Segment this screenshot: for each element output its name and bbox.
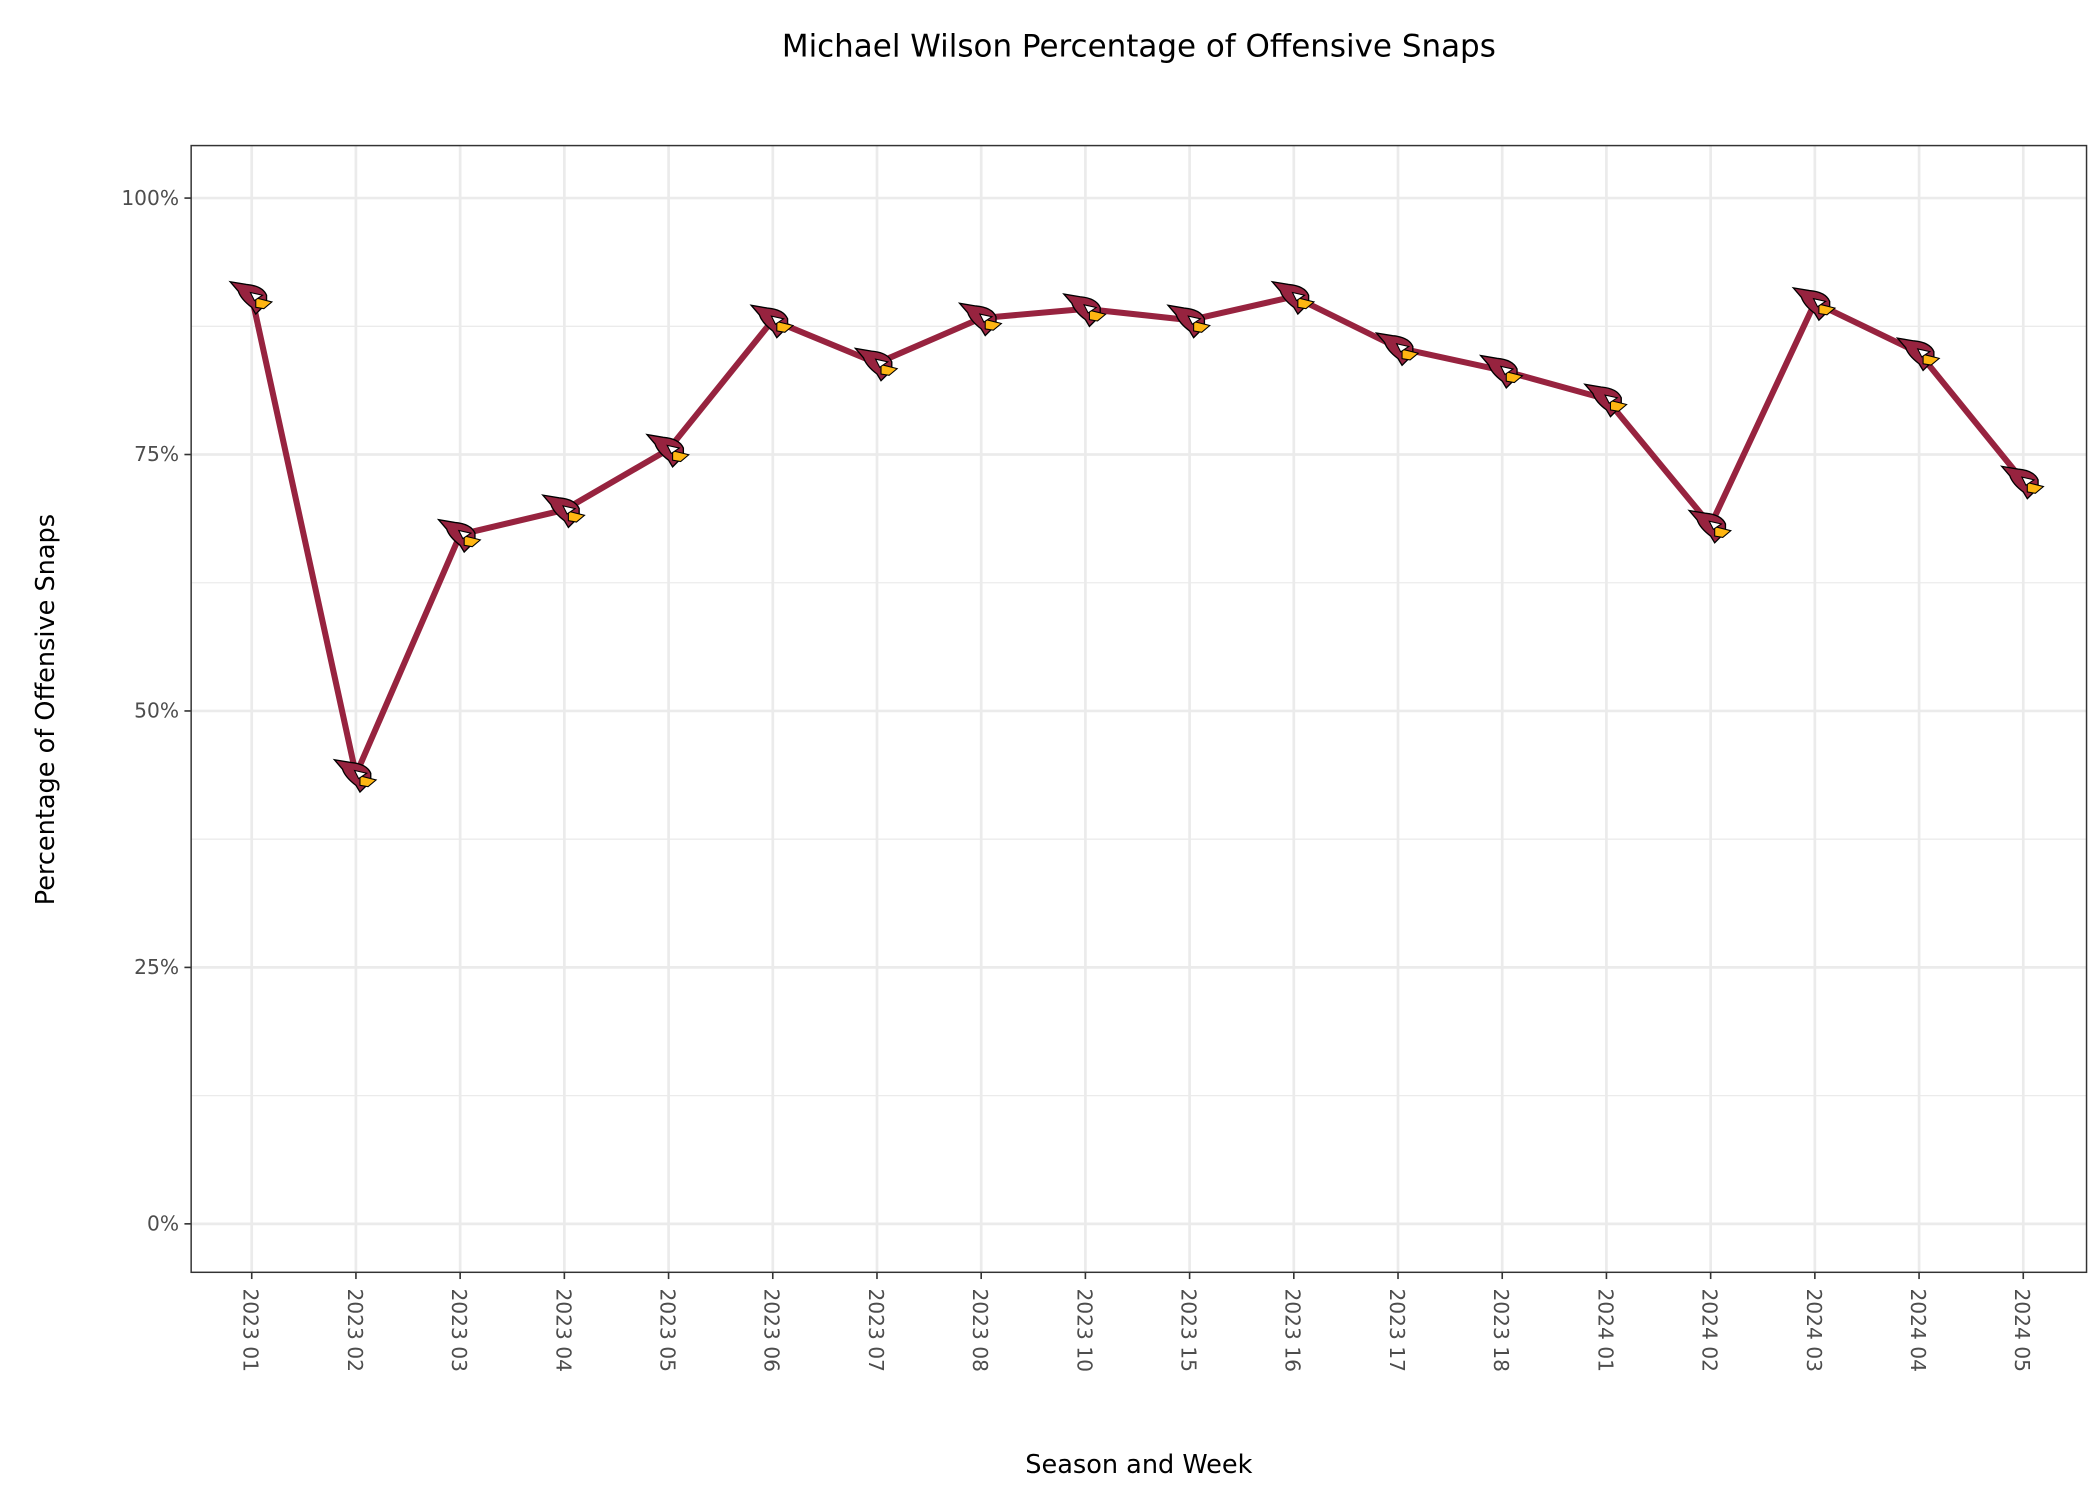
cardinals-logo-marker bbox=[853, 347, 899, 382]
x-tick-label: 2024 02 bbox=[1698, 1288, 1722, 1371]
cardinal-head-icon bbox=[1687, 509, 1727, 544]
cardinals-logo-marker bbox=[332, 758, 378, 794]
cardinal-eye-icon bbox=[1499, 365, 1515, 376]
cardinals-logo-marker bbox=[228, 280, 274, 316]
y-tick-label: 75% bbox=[134, 442, 179, 466]
cardinals-logo-marker bbox=[957, 302, 1003, 337]
cardinal-head-icon bbox=[332, 758, 372, 794]
cardinal-beak-icon bbox=[672, 450, 690, 463]
cardinals-logo-marker bbox=[436, 518, 482, 554]
cardinals-logo-marker bbox=[2000, 465, 2045, 500]
cardinal-eye-icon bbox=[353, 769, 369, 780]
cardinal-head-icon bbox=[2000, 465, 2039, 500]
x-tick-label: 2023 01 bbox=[239, 1288, 263, 1371]
y-tick-label: 0% bbox=[147, 1212, 179, 1236]
cardinals-logo-marker bbox=[1791, 286, 1837, 322]
x-tick-label: 2023 06 bbox=[760, 1288, 784, 1371]
x-tick-label: 2023 15 bbox=[1177, 1288, 1201, 1371]
cardinal-eye-icon bbox=[1916, 348, 1932, 358]
y-tick-label: 100% bbox=[121, 186, 179, 210]
cardinals-logo-marker bbox=[1374, 332, 1420, 367]
cardinal-eye-icon bbox=[666, 444, 681, 455]
cardinal-beak-icon bbox=[880, 363, 899, 376]
cardinal-eye-icon bbox=[1708, 520, 1723, 531]
cardinal-beak-icon bbox=[567, 510, 586, 523]
cardinal-beak-icon bbox=[776, 320, 795, 333]
cardinals-logo-marker bbox=[1478, 354, 1524, 389]
series-line bbox=[228, 280, 2045, 794]
cardinal-head-icon bbox=[853, 347, 893, 382]
chart-title: Michael Wilson Percentage of Offensive S… bbox=[782, 29, 1496, 65]
cardinal-head-icon bbox=[1374, 332, 1414, 367]
cardinal-beak-icon bbox=[1609, 399, 1628, 412]
series-line-path bbox=[248, 293, 2026, 778]
cardinal-eye-icon bbox=[2020, 476, 2036, 487]
cardinals-logo-marker bbox=[541, 494, 586, 529]
x-axis-title: Season and Week bbox=[1025, 1450, 1252, 1480]
cardinals-logo-marker bbox=[1270, 280, 1316, 316]
cardinal-beak-icon bbox=[2026, 481, 2045, 494]
x-tick-label: 2023 08 bbox=[968, 1288, 992, 1371]
cardinal-head-icon bbox=[1895, 337, 1935, 372]
plot-panel-border bbox=[190, 144, 2088, 1274]
x-tick-label: 2023 05 bbox=[655, 1288, 679, 1371]
cardinal-beak-icon bbox=[984, 318, 1003, 331]
cardinal-beak-icon bbox=[1505, 371, 1524, 384]
x-tick-label: 2023 10 bbox=[1072, 1288, 1096, 1371]
cardinal-head-icon bbox=[749, 304, 789, 339]
x-tick-label: 2023 17 bbox=[1385, 1288, 1409, 1371]
x-tick-label: 2024 03 bbox=[1802, 1288, 1826, 1371]
cardinal-eye-icon bbox=[457, 529, 473, 540]
cardinal-beak-icon bbox=[1401, 348, 1420, 361]
y-axis: 0% 25% 50% 75% 100% bbox=[121, 186, 192, 1236]
grid bbox=[191, 145, 2087, 1273]
cardinal-beak-icon bbox=[255, 297, 274, 310]
cardinals-logo-marker bbox=[1583, 383, 1628, 418]
cardinal-head-icon bbox=[1166, 304, 1206, 339]
cardinal-eye-icon bbox=[562, 505, 577, 515]
cardinal-eye-icon bbox=[1812, 297, 1827, 308]
cardinal-head-icon bbox=[957, 302, 997, 337]
cardinals-logo-marker bbox=[749, 304, 795, 339]
y-axis-title: Percentage of Offensive Snaps bbox=[31, 514, 61, 905]
cardinal-eye-icon bbox=[1395, 343, 1411, 353]
x-axis: 2023 01 2023 02 2023 03 2023 04 2023 05 2023 … bbox=[239, 1272, 2034, 1372]
cardinals-logo-marker bbox=[1895, 337, 1941, 372]
cardinal-beak-icon bbox=[1193, 320, 1211, 333]
x-tick-label: 2024 01 bbox=[1593, 1288, 1617, 1371]
x-tick-label: 2023 07 bbox=[864, 1288, 888, 1371]
cardinal-beak-icon bbox=[1922, 353, 1941, 366]
cardinals-logo-marker bbox=[1687, 509, 1732, 544]
cardinal-eye-icon bbox=[770, 315, 785, 325]
cardinal-eye-icon bbox=[1604, 394, 1619, 404]
x-tick-label: 2024 05 bbox=[2010, 1288, 2034, 1371]
cardinals-logo-marker bbox=[645, 433, 690, 468]
cardinal-eye-icon bbox=[1083, 304, 1098, 314]
cardinal-head-icon bbox=[1583, 383, 1622, 418]
cardinal-eye-icon bbox=[249, 291, 264, 302]
cardinals-logo-marker bbox=[1062, 293, 1107, 328]
cardinal-eye-icon bbox=[1291, 291, 1306, 302]
x-tick-label: 2023 16 bbox=[1281, 1288, 1305, 1371]
y-tick-label: 50% bbox=[134, 699, 179, 723]
cardinal-beak-icon bbox=[1088, 309, 1107, 322]
cardinal-head-icon bbox=[228, 280, 268, 316]
cardinals-logo-marker bbox=[1166, 304, 1211, 339]
cardinal-head-icon bbox=[1478, 354, 1518, 389]
x-tick-label: 2023 02 bbox=[343, 1288, 367, 1371]
y-tick-label: 25% bbox=[134, 955, 179, 979]
cardinal-beak-icon bbox=[1714, 525, 1732, 538]
cardinal-eye-icon bbox=[874, 358, 890, 369]
x-tick-label: 2024 04 bbox=[1906, 1288, 1930, 1371]
cardinal-beak-icon bbox=[463, 535, 482, 548]
cardinal-eye-icon bbox=[1187, 315, 1202, 325]
cardinal-eye-icon bbox=[978, 313, 994, 323]
x-tick-label: 2023 03 bbox=[447, 1288, 471, 1371]
x-tick-label: 2023 18 bbox=[1489, 1288, 1513, 1371]
cardinal-beak-icon bbox=[1297, 297, 1316, 310]
cardinal-beak-icon bbox=[1818, 303, 1837, 316]
cardinal-beak-icon bbox=[359, 775, 378, 788]
x-tick-label: 2023 04 bbox=[551, 1288, 575, 1371]
